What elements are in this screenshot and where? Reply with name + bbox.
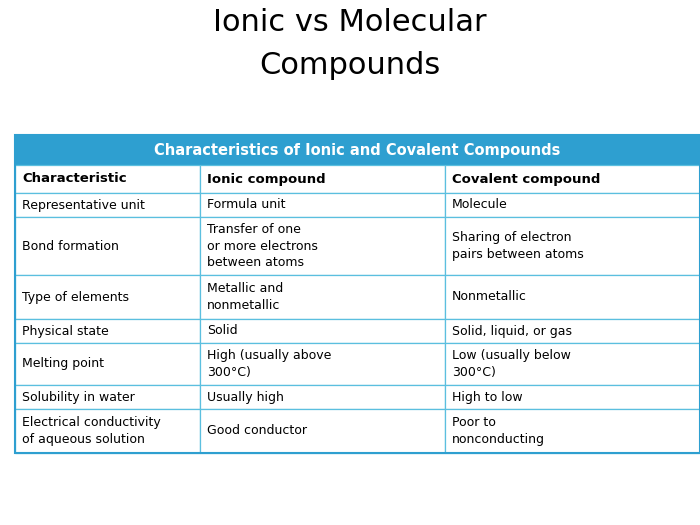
- Text: Low (usually below
300°C): Low (usually below 300°C): [452, 349, 571, 379]
- Bar: [200, 343, 445, 385]
- Text: Type of elements: Type of elements: [22, 290, 129, 303]
- Text: Nonmetallic: Nonmetallic: [452, 290, 527, 303]
- Bar: [445, 165, 700, 193]
- Bar: [15, 135, 700, 453]
- Bar: [200, 319, 445, 343]
- Text: Solid, liquid, or gas: Solid, liquid, or gas: [452, 324, 572, 338]
- Text: Poor to
nonconducting: Poor to nonconducting: [452, 416, 545, 446]
- Bar: [15, 193, 200, 217]
- Text: Solid: Solid: [207, 324, 237, 338]
- Bar: [15, 385, 200, 409]
- Bar: [200, 165, 445, 193]
- Text: Ionic compound: Ionic compound: [207, 173, 326, 185]
- Text: Physical state: Physical state: [22, 324, 108, 338]
- Text: Metallic and
nonmetallic: Metallic and nonmetallic: [207, 282, 284, 312]
- Bar: [200, 275, 445, 319]
- Bar: [200, 193, 445, 217]
- Bar: [445, 217, 700, 275]
- Text: High (usually above
300°C): High (usually above 300°C): [207, 349, 331, 379]
- Text: Covalent compound: Covalent compound: [452, 173, 601, 185]
- Bar: [15, 409, 200, 453]
- Bar: [15, 165, 200, 193]
- Bar: [445, 319, 700, 343]
- Bar: [445, 193, 700, 217]
- Bar: [15, 343, 200, 385]
- Bar: [200, 385, 445, 409]
- Text: Ionic vs Molecular
Compounds: Ionic vs Molecular Compounds: [214, 8, 486, 80]
- Text: Bond formation: Bond formation: [22, 239, 119, 253]
- Text: Characteristic: Characteristic: [22, 173, 127, 185]
- Bar: [15, 135, 700, 165]
- Bar: [445, 275, 700, 319]
- Text: Usually high: Usually high: [207, 391, 284, 404]
- Text: Representative unit: Representative unit: [22, 198, 145, 212]
- Bar: [445, 409, 700, 453]
- Text: High to low: High to low: [452, 391, 523, 404]
- Bar: [15, 275, 200, 319]
- Bar: [200, 217, 445, 275]
- Bar: [200, 409, 445, 453]
- Text: Characteristics of Ionic and Covalent Compounds: Characteristics of Ionic and Covalent Co…: [154, 142, 561, 158]
- Bar: [15, 217, 200, 275]
- Text: Formula unit: Formula unit: [207, 198, 286, 212]
- Text: Good conductor: Good conductor: [207, 425, 307, 437]
- Bar: [445, 343, 700, 385]
- Bar: [445, 385, 700, 409]
- Text: Melting point: Melting point: [22, 358, 104, 371]
- Text: Solubility in water: Solubility in water: [22, 391, 134, 404]
- Text: Electrical conductivity
of aqueous solution: Electrical conductivity of aqueous solut…: [22, 416, 161, 446]
- Bar: [15, 319, 200, 343]
- Text: Molecule: Molecule: [452, 198, 507, 212]
- Text: Transfer of one
or more electrons
between atoms: Transfer of one or more electrons betwee…: [207, 223, 318, 269]
- Text: Sharing of electron
pairs between atoms: Sharing of electron pairs between atoms: [452, 231, 584, 261]
